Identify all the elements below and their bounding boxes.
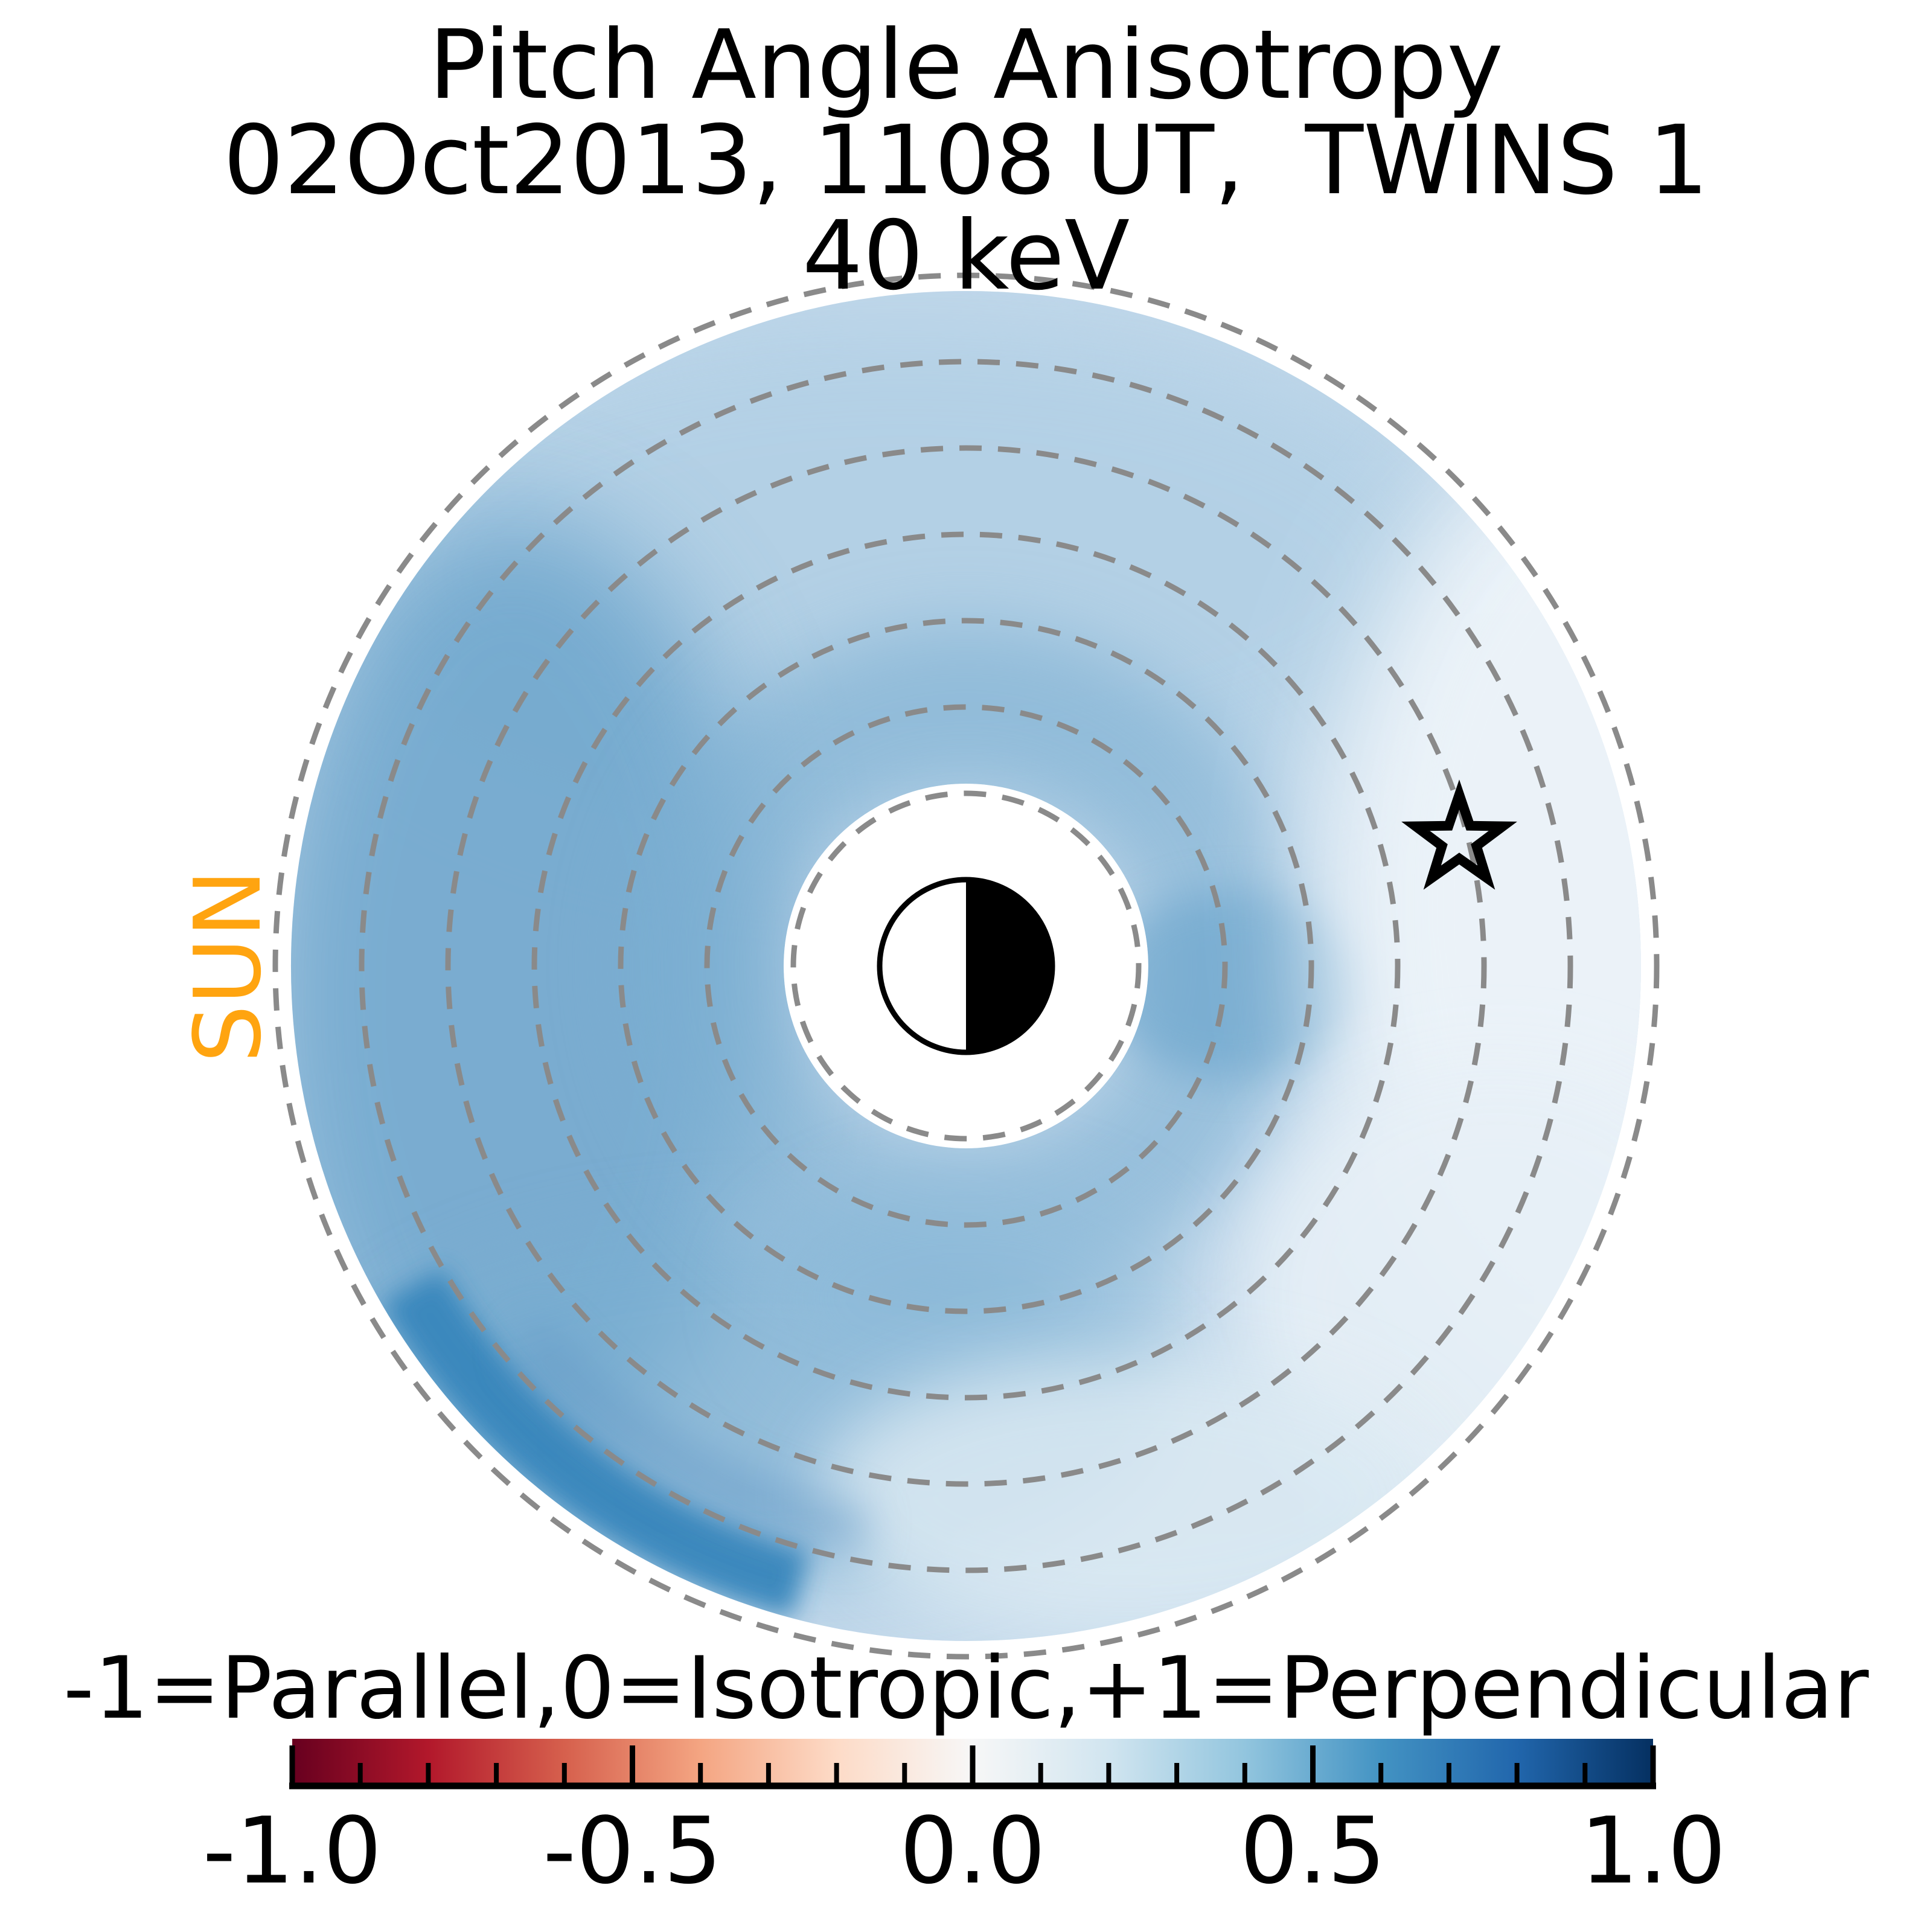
- spacecraft-star-marker: [1401, 779, 1517, 890]
- l-shell-rings: [272, 272, 1660, 1660]
- colorbar-label: -1=Parallel,0=Isotropic,+1=Perpendicular: [63, 1639, 1869, 1738]
- l-shell-ring-5: [531, 531, 1401, 1401]
- title-line-3: 40 keV: [802, 200, 1130, 312]
- colorbar-minor-ticks: [357, 1763, 1588, 1786]
- colorbar: -1=Parallel,0=Isotropic,+1=Perpendicular: [63, 1639, 1869, 1904]
- sun-label: SUN: [174, 869, 281, 1063]
- l-shell-ring-7: [359, 359, 1573, 1573]
- l-shell-ring-2: [790, 790, 1142, 1142]
- earth-nightside: [966, 880, 1052, 1052]
- anisotropy-map: [290, 291, 1641, 1641]
- colorbar-tick-label: -0.5: [543, 1797, 722, 1904]
- anisotropy-shading: [290, 314, 1641, 1641]
- l-shell-ring-6: [445, 445, 1487, 1487]
- colorbar-major-ticks: [289, 1745, 1656, 1786]
- title-line-2: 02Oct2013, 1108 UT, TWINS 1: [223, 105, 1709, 216]
- earth-outline: [877, 877, 1055, 1055]
- plot-title: Pitch Angle Anisotropy 02Oct2013, 1108 U…: [223, 10, 1709, 312]
- l-shell-ring-4: [618, 618, 1314, 1314]
- colorbar-tick-label: 0.5: [1240, 1797, 1386, 1904]
- colorbar-tick-label: -1.0: [203, 1797, 382, 1904]
- colorbar-tick-label: 1.0: [1580, 1797, 1726, 1904]
- l-shell-ring-8: [272, 272, 1660, 1660]
- l-shell-ring-3: [704, 704, 1228, 1228]
- colorbar-tick-labels: -1.0 -0.5 0.0 0.5 1.0: [203, 1797, 1726, 1904]
- colorbar-tick-label: 0.0: [900, 1797, 1046, 1904]
- title-line-1: Pitch Angle Anisotropy: [429, 10, 1503, 121]
- earth-symbol: [877, 877, 1055, 1055]
